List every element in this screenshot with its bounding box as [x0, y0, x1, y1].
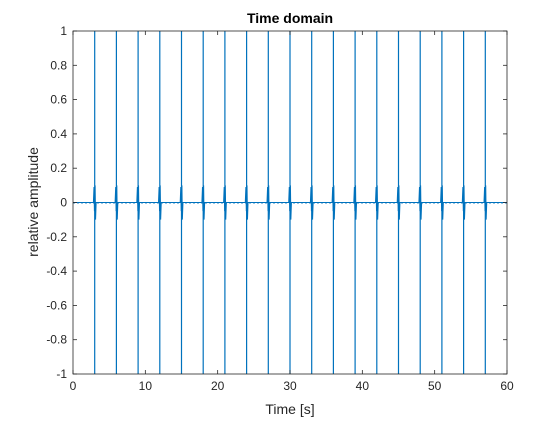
pulse-ringing [309, 185, 314, 220]
y-tick-label: 0.2 [50, 161, 67, 175]
y-tick-label: 0 [60, 196, 67, 210]
pulse-ringing [266, 185, 271, 220]
y-tick-label: 0.6 [50, 93, 67, 107]
y-axis-label: relative amplitude [25, 147, 41, 257]
pulse-ringing [244, 185, 249, 220]
x-axis-ticks: 0 10 20 30 40 50 60 [70, 31, 514, 393]
pulse-ringing [353, 185, 358, 220]
pulse-ringing [201, 185, 206, 220]
y-axis-ticks: -1 -0.8 -0.6 -0.4 -0.2 0 0.2 0.4 0.6 0.8 1 [46, 24, 507, 381]
pulse-ringing [418, 185, 423, 220]
pulse-ringing [288, 185, 292, 220]
pulse-ringing [440, 185, 444, 220]
axes-box [72, 30, 508, 375]
y-tick-label: 0.4 [50, 127, 67, 141]
y-tick-label: 1 [60, 24, 67, 38]
x-tick-label: 10 [139, 379, 153, 393]
pulse-ringing [223, 185, 227, 220]
chart-title: Time domain [247, 10, 333, 26]
pulse-ringing [136, 185, 141, 220]
x-tick-label: 20 [211, 379, 225, 393]
pulse-ringing [331, 185, 336, 220]
pulse-ringing [179, 185, 184, 220]
pulse-ringing [375, 185, 379, 220]
pulse-ringing [461, 185, 466, 220]
pulse-ringing [396, 185, 401, 220]
x-tick-label: 40 [356, 379, 370, 393]
y-tick-label: 0.8 [50, 58, 67, 72]
x-tick-label: 0 [70, 379, 77, 393]
pulse-ringing [158, 185, 162, 220]
x-tick-label: 30 [283, 379, 297, 393]
x-tick-label: 60 [500, 379, 514, 393]
pulse-ringing [114, 185, 119, 220]
pulse-ringing [483, 185, 488, 220]
y-tick-label: -0.4 [46, 264, 67, 278]
y-tick-label: -0.6 [46, 298, 67, 312]
x-tick-label: 50 [428, 379, 442, 393]
y-tick-label: -1 [56, 367, 67, 381]
y-tick-label: -0.8 [46, 333, 67, 347]
y-tick-label: -0.2 [46, 230, 67, 244]
x-axis-label: Time [s] [265, 401, 314, 417]
pulse-ringing [92, 185, 97, 220]
series-layer [73, 31, 507, 374]
